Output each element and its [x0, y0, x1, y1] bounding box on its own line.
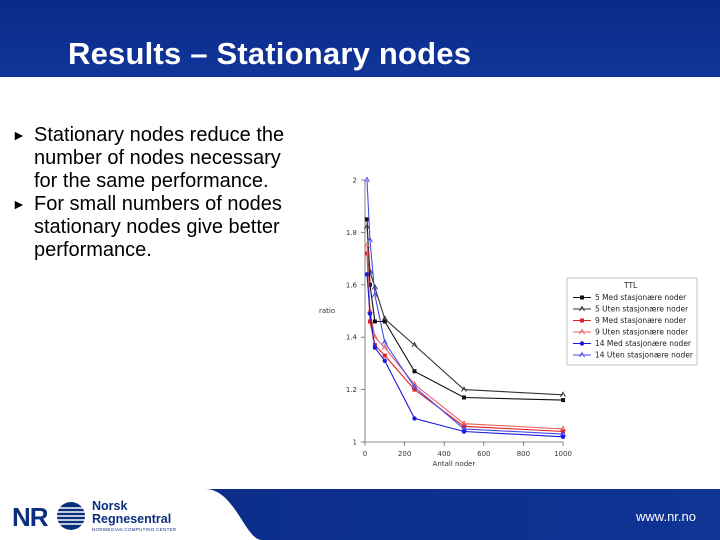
- data-point: [411, 341, 418, 348]
- data-point: [560, 430, 566, 437]
- data-point: [412, 387, 417, 392]
- website-link[interactable]: www.nr.no: [636, 509, 696, 524]
- y-tick-label: 2: [353, 177, 357, 185]
- bullet-item: ► Stationary nodes reduce the number of …: [12, 124, 302, 193]
- data-point: [579, 328, 585, 335]
- logo-word-norsk: Norsk: [92, 499, 128, 513]
- legend-label: 5 Med stasjonære noder: [595, 293, 687, 302]
- series-group: [364, 176, 566, 437]
- data-point: [381, 344, 388, 350]
- data-point: [579, 305, 585, 312]
- series-line: [366, 179, 564, 435]
- series-line: [366, 227, 564, 396]
- series-group: [364, 217, 565, 403]
- data-point: [372, 319, 377, 324]
- data-point: [364, 217, 369, 222]
- data-point: [367, 282, 372, 287]
- x-tick-label: 200: [398, 450, 411, 458]
- logo-word-regnesentral: Regnesentral: [92, 512, 172, 526]
- legend-label: 5 Uten stasjonære noder: [595, 305, 689, 314]
- data-point: [381, 338, 388, 345]
- data-point: [560, 434, 566, 439]
- data-point: [367, 311, 373, 316]
- legend-item: 9 Med stasjonære noder: [573, 316, 687, 325]
- data-point: [364, 272, 370, 277]
- data-point: [364, 176, 370, 183]
- legend-label: 9 Med stasjonære noder: [595, 316, 687, 325]
- x-tick-label: 800: [517, 450, 530, 458]
- data-point: [579, 351, 585, 358]
- series-group: [364, 272, 566, 439]
- y-tick-label: 1: [353, 439, 357, 447]
- legend-item: 9 Uten stasjonære noder: [573, 328, 689, 337]
- data-point: [580, 295, 584, 300]
- data-point: [561, 398, 565, 403]
- data-point: [461, 420, 467, 426]
- data-point: [560, 425, 566, 432]
- bullet-text: Stationary nodes reduce the number of no…: [34, 124, 285, 192]
- legend-title: TTL: [623, 281, 638, 290]
- legend-label: 14 Med stasjonære noder: [595, 339, 692, 348]
- data-point: [367, 236, 373, 243]
- x-tick-label: 1000: [554, 450, 572, 458]
- y-tick-label: 1.4: [346, 334, 358, 342]
- bullet-list: ► Stationary nodes reduce the number of …: [12, 124, 302, 262]
- line-chart: 1 1.2 1.4 1.6 1.8 2 0 200 400 600 800 1000 Antall no…: [305, 172, 710, 484]
- right-triangle-icon: ►: [12, 196, 26, 212]
- legend-item: 14 Med stasjonære noder: [573, 339, 692, 348]
- data-point: [461, 425, 467, 432]
- slide-title: Results – Stationary nodes: [68, 36, 472, 71]
- nr-logo[interactable]: NR Norsk Regnesentral NORWEGIAN COMPUTIN…: [8, 498, 178, 534]
- legend-label: 9 Uten stasjonære noder: [595, 328, 689, 337]
- globe-icon: [57, 502, 85, 530]
- data-point: [382, 319, 387, 324]
- y-tick-label: 1.6: [346, 281, 358, 289]
- right-triangle-icon: ►: [12, 127, 26, 143]
- data-point: [382, 358, 387, 363]
- data-point: [579, 341, 585, 346]
- legend-box: [566, 277, 698, 366]
- data-point: [364, 223, 370, 230]
- x-tick-label: 600: [477, 450, 490, 458]
- data-point: [412, 416, 417, 421]
- y-tick-label: 1.8: [346, 229, 357, 237]
- data-point: [580, 318, 584, 323]
- data-point: [371, 291, 378, 298]
- data-point: [372, 345, 378, 350]
- x-tick-label: 0: [363, 450, 367, 458]
- data-point: [560, 391, 566, 398]
- legend-item: 14 Uten stasjonære noder: [573, 351, 694, 360]
- data-point: [461, 429, 467, 434]
- y-axis-label: ratio: [319, 307, 335, 315]
- bullet-item: ► For small numbers of nodes stationary …: [12, 193, 302, 262]
- x-axis-label: Antall noder: [433, 460, 476, 468]
- title-bar: Results – Stationary nodes: [0, 0, 720, 77]
- series-group: [364, 223, 566, 398]
- logo-mark: NR: [12, 502, 49, 532]
- data-point: [412, 369, 417, 374]
- data-point: [364, 241, 370, 248]
- data-point: [367, 319, 372, 324]
- data-point: [371, 283, 378, 290]
- y-tick-label: 1.2: [346, 386, 357, 394]
- data-point: [381, 315, 388, 322]
- x-tick-label: 400: [438, 450, 451, 458]
- legend-item: 5 Med stasjonære noder: [573, 293, 687, 302]
- data-point: [382, 353, 387, 358]
- data-point: [461, 386, 467, 392]
- data-point: [462, 395, 466, 400]
- legend-item: 5 Uten stasjonære noder: [573, 305, 689, 314]
- bullet-text: For small numbers of nodes stationary no…: [34, 193, 282, 261]
- logo-subtitle: NORWEGIAN COMPUTING CENTER: [92, 527, 177, 532]
- data-point: [411, 383, 418, 390]
- legend-label: 14 Uten stasjonære noder: [595, 351, 694, 360]
